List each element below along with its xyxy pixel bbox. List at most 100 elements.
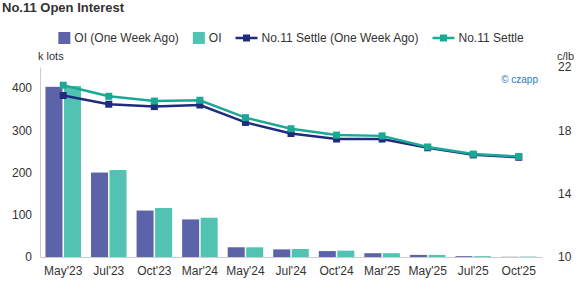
- legend-marker: [440, 35, 447, 42]
- bar-series: [64, 86, 537, 257]
- marker: [60, 92, 67, 99]
- y2-axis-line: [542, 68, 543, 258]
- legend-label: OI: [209, 31, 222, 45]
- y-axis-tick: 300: [12, 124, 40, 138]
- bar: [501, 256, 518, 257]
- marker: [515, 154, 522, 161]
- marker: [424, 144, 431, 151]
- bar: [91, 173, 108, 257]
- y2-axis-tick-label: 10: [558, 250, 572, 264]
- x-axis-tick: Oct'24: [319, 264, 354, 278]
- x-axis-tick-label: Mar'24: [182, 264, 219, 278]
- y-axis-tick: 400: [12, 81, 40, 95]
- bar: [337, 251, 354, 257]
- x-axis-tick: May'25: [409, 264, 448, 278]
- legend-item: No.11 Settle: [433, 31, 524, 45]
- x-axis-tick: Jul'25: [458, 264, 489, 278]
- x-axis-tick: May'24: [226, 264, 265, 278]
- annotation: © czapp: [501, 74, 538, 85]
- marker: [60, 82, 67, 89]
- y-axis-tick-label: 100: [12, 208, 32, 222]
- bar: [292, 249, 309, 257]
- legend-marker: [243, 35, 250, 42]
- marker: [470, 151, 477, 158]
- x-axis-tick: Jul'24: [276, 264, 307, 278]
- y-axis: 0 100 200 300 400: [12, 68, 41, 265]
- bar: [428, 255, 445, 257]
- y2-axis-tick-label: 22: [558, 60, 572, 74]
- title: No.11 Open Interest: [2, 0, 125, 15]
- y-axis-tick-label: 400: [12, 81, 32, 95]
- y2-axis-tick-label: 18: [558, 124, 572, 138]
- x-axis: May'23Jul'23Oct'23Mar'24May'24Jul'24Oct'…: [41, 258, 543, 278]
- line-series: [60, 82, 523, 160]
- legend-label: OI (One Week Ago): [74, 31, 179, 45]
- x-axis-line: [41, 257, 543, 258]
- bar: [364, 253, 381, 257]
- legend-item: No.11 Settle (One Week Ago): [236, 31, 419, 45]
- y2-axis-tick-label: 14: [558, 187, 572, 201]
- bar: [228, 247, 245, 257]
- marker: [105, 93, 112, 100]
- x-axis-tick-label: Oct'24: [319, 264, 354, 278]
- y-axis-tick: 0: [25, 250, 40, 264]
- x-axis-tick: Oct'25: [502, 264, 537, 278]
- legend: OI (One Week Ago) OI No.11 Settle (One Wee…: [58, 31, 524, 45]
- y-axis-title: k lots: [38, 50, 64, 62]
- plot-area: [45, 82, 536, 257]
- x-axis-tick: Mar'25: [364, 264, 401, 278]
- bar: [410, 255, 427, 257]
- x-axis-tick: Jul'23: [93, 264, 124, 278]
- y2-axis-tick: 10: [542, 250, 572, 264]
- x-axis-tick-label: May'25: [409, 264, 448, 278]
- y-axis-tick: 200: [12, 166, 40, 180]
- legend-item: OI: [193, 31, 222, 45]
- x-axis-tick-label: Jul'23: [93, 264, 124, 278]
- y-axis-line: [40, 68, 41, 258]
- x-axis-tick-label: Oct'25: [502, 264, 537, 278]
- marker: [470, 151, 477, 158]
- y-axis-tick: 100: [12, 208, 40, 222]
- marker: [379, 132, 386, 139]
- x-axis-tick: May'23: [44, 264, 83, 278]
- marker: [288, 125, 295, 132]
- marker: [424, 143, 431, 150]
- bar: [155, 208, 172, 257]
- bar: [137, 211, 154, 257]
- legend-swatch: [58, 32, 70, 44]
- marker: [151, 98, 158, 105]
- line: [63, 96, 519, 158]
- x-axis-tick-label: May'24: [226, 264, 265, 278]
- marker: [333, 132, 340, 139]
- marker: [242, 114, 249, 121]
- legend-label: No.11 Settle (One Week Ago): [262, 31, 419, 45]
- bar: [182, 219, 199, 257]
- bar: [201, 218, 218, 257]
- legend-label: No.11 Settle: [459, 31, 524, 45]
- marker: [196, 97, 203, 104]
- bar: [474, 256, 491, 257]
- x-axis-tick-label: Jul'24: [276, 264, 307, 278]
- y2-axis-tick: 18: [542, 124, 572, 138]
- x-axis-tick-label: Jul'25: [458, 264, 489, 278]
- bar: [319, 251, 336, 257]
- bar: [110, 170, 127, 257]
- bar: [383, 253, 400, 257]
- y2-axis-tick: 22: [542, 60, 572, 74]
- bar: [455, 256, 472, 257]
- y-axis-tick-label: 200: [12, 166, 32, 180]
- bar: [520, 256, 537, 257]
- legend-item: OI (One Week Ago): [58, 31, 179, 45]
- marker: [515, 153, 522, 160]
- bar: [64, 86, 81, 257]
- bar-series: [45, 87, 518, 257]
- y2-axis: 10 14 18 22: [542, 60, 572, 264]
- y-axis-tick-label: 0: [25, 250, 32, 264]
- bar: [273, 249, 290, 257]
- bar: [246, 247, 263, 257]
- y-axis-tick-label: 300: [12, 124, 32, 138]
- x-axis-tick: Mar'24: [182, 264, 219, 278]
- marker: [105, 101, 112, 108]
- x-axis-tick-label: Mar'25: [364, 264, 401, 278]
- legend-swatch: [193, 32, 205, 44]
